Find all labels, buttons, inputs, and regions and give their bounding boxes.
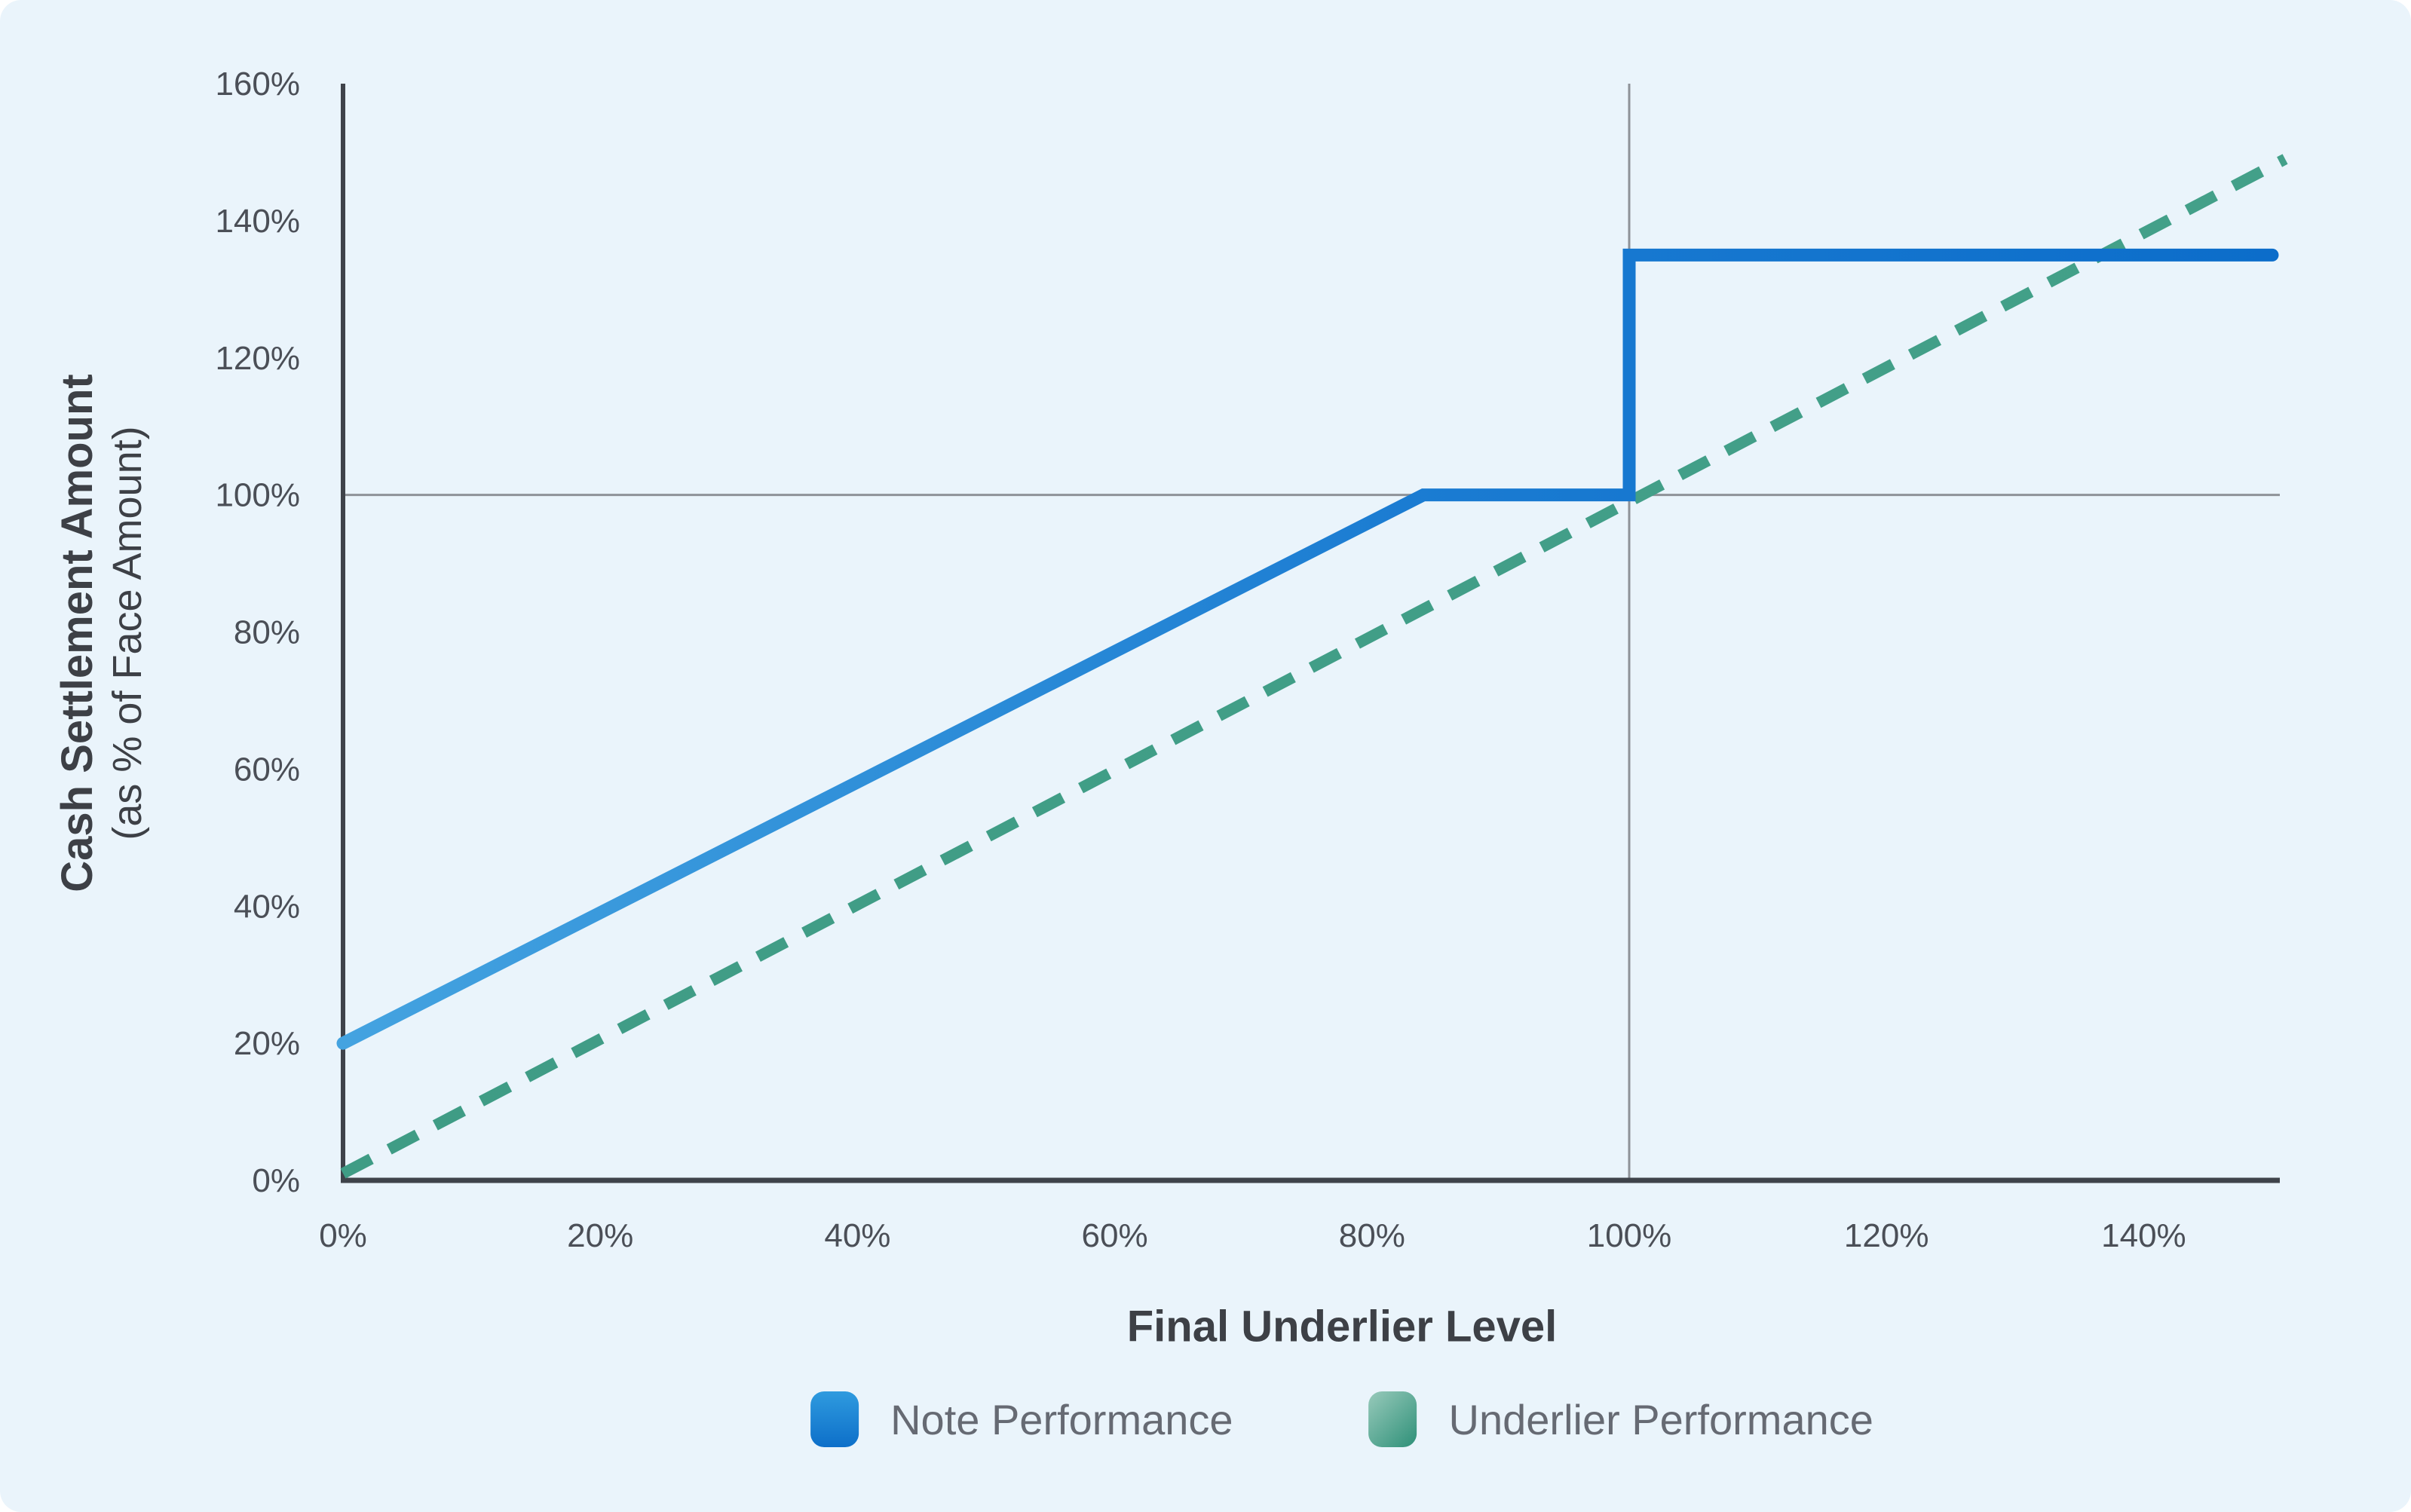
y-tick-label: 100% bbox=[215, 477, 300, 514]
chart-legend: Note Performance Underlier Performance bbox=[810, 1391, 1873, 1447]
y-tick-label: 0% bbox=[252, 1162, 300, 1199]
y-tick-label: 140% bbox=[215, 203, 300, 240]
y-axis-title-line1: Cash Settlement Amount bbox=[53, 374, 102, 892]
y-tick-label: 80% bbox=[234, 614, 300, 651]
x-tick-label: 100% bbox=[1587, 1217, 1672, 1254]
underlier-performance-swatch-icon bbox=[1368, 1391, 1417, 1447]
x-tick-label: 140% bbox=[2101, 1217, 2186, 1254]
note-performance-line bbox=[336, 248, 2279, 1050]
legend-label-note-performance: Note Performance bbox=[890, 1395, 1233, 1443]
x-tick-label: 40% bbox=[824, 1217, 890, 1254]
y-tick-label: 160% bbox=[215, 66, 300, 103]
y-axis-title-line2: (as % of Face Amount) bbox=[105, 426, 150, 840]
y-tick-label: 60% bbox=[234, 751, 300, 788]
y-tick-label: 120% bbox=[215, 340, 300, 377]
y-axis-title: Cash Settlement Amount (as % of Face Amo… bbox=[53, 374, 152, 892]
legend-item-underlier-performance: Underlier Performance bbox=[1368, 1391, 1873, 1447]
underlier-performance-line bbox=[340, 154, 2288, 1179]
x-tick-label: 60% bbox=[1082, 1217, 1148, 1254]
x-tick-label: 80% bbox=[1339, 1217, 1405, 1254]
y-tick-label: 20% bbox=[234, 1025, 300, 1062]
y-tick-label: 40% bbox=[234, 888, 300, 925]
x-tick-label: 120% bbox=[1844, 1217, 1929, 1254]
note-performance-swatch-icon bbox=[810, 1391, 859, 1447]
x-tick-label: 20% bbox=[567, 1217, 633, 1254]
x-tick-label: 0% bbox=[319, 1217, 367, 1254]
x-axis-title: Final Underlier Level bbox=[1126, 1302, 1558, 1351]
legend-label-underlier-performance: Underlier Performance bbox=[1448, 1395, 1873, 1443]
legend-item-note-performance: Note Performance bbox=[810, 1391, 1233, 1447]
